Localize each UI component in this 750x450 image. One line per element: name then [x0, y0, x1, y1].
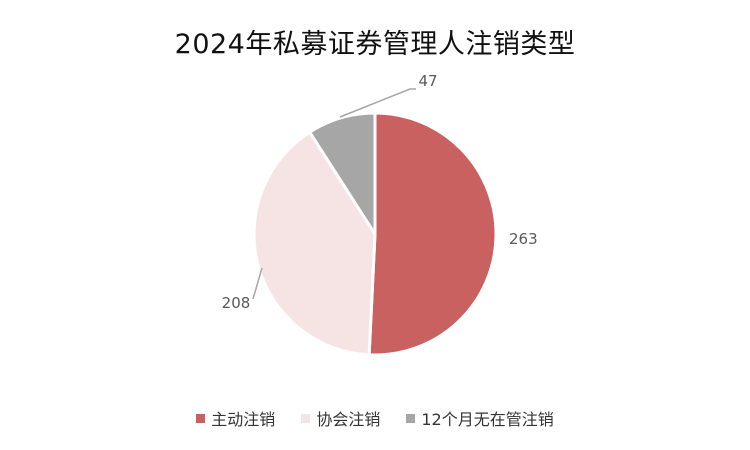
legend-item-1: 主动注销 — [196, 406, 275, 430]
legend-swatch-2 — [301, 413, 311, 423]
legend-swatch-1 — [196, 413, 206, 423]
legend: 主动注销 协会注销 12个月无在管注销 — [0, 406, 750, 430]
legend-label-1: 主动注销 — [211, 410, 276, 429]
leader-line-3 — [339, 88, 416, 118]
pie-slice-1 — [367, 111, 498, 357]
leader-lines — [252, 88, 416, 300]
data-label-1: 263 — [509, 230, 538, 248]
legend-label-2: 协会注销 — [316, 410, 381, 429]
pie-slices — [252, 111, 498, 357]
data-labels: 263 208 47 — [222, 72, 538, 312]
chart-title: 2024年私募证券管理人注销类型 — [174, 29, 576, 60]
data-label-2: 208 — [222, 294, 251, 312]
legend-item-3: 12个月无在管注销 — [406, 406, 554, 430]
legend-item-2: 协会注销 — [301, 406, 380, 430]
pie-slice-3 — [308, 111, 377, 236]
data-label-3: 47 — [418, 72, 437, 90]
leader-line-2 — [252, 267, 263, 300]
legend-label-3: 12个月无在管注销 — [421, 410, 554, 429]
legend-swatch-3 — [406, 413, 416, 423]
